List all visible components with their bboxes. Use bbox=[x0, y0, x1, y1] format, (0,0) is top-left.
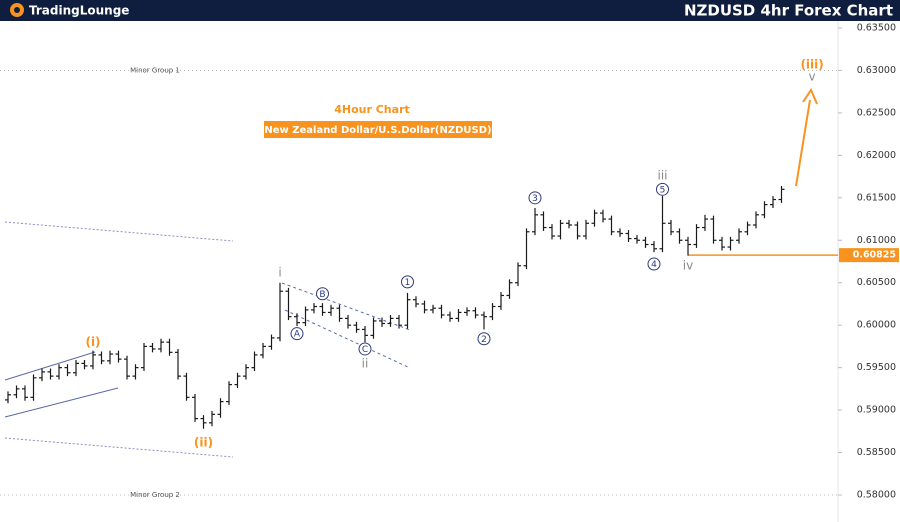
wave-label: v bbox=[809, 69, 816, 83]
wave-circle bbox=[358, 342, 372, 356]
wave-circle bbox=[656, 182, 669, 196]
header-bar bbox=[0, 0, 900, 21]
subtitle-box bbox=[264, 121, 492, 138]
page-title: NZDUSD 4hr Forex Chart bbox=[684, 2, 893, 20]
y-tick-label: 0.61500 bbox=[857, 192, 896, 203]
logo-icon-inner bbox=[14, 7, 20, 13]
wave-label: 2 bbox=[481, 335, 487, 345]
wave-label: (iii) bbox=[800, 58, 823, 72]
y-tick-label: 0.63500 bbox=[857, 23, 896, 34]
y-tick-label: 0.58000 bbox=[857, 489, 896, 500]
y-tick-label: 0.62500 bbox=[857, 107, 896, 118]
wave-label: (ii) bbox=[194, 435, 213, 449]
wave-circle bbox=[290, 327, 304, 341]
logo-text: TradingLounge bbox=[29, 4, 129, 18]
wave-label: A bbox=[294, 330, 301, 340]
wave-label: i bbox=[278, 266, 281, 280]
y-tick-label: 0.63000 bbox=[857, 65, 896, 76]
wave-label: (i) bbox=[85, 335, 100, 349]
wave-circle bbox=[528, 191, 542, 205]
wave-circle bbox=[477, 332, 491, 346]
wave-label: 5 bbox=[660, 185, 666, 195]
y-tick-label: 0.58500 bbox=[857, 447, 896, 458]
level-label: Minor Group 2 bbox=[130, 491, 180, 499]
wave-label: B bbox=[319, 290, 325, 300]
y-tick-label: 0.59000 bbox=[857, 405, 896, 416]
wave-label: 1 bbox=[405, 278, 411, 288]
projection-arrow bbox=[795, 99, 811, 187]
wave-label: 3 bbox=[532, 194, 538, 204]
wave-circle bbox=[647, 257, 661, 271]
y-tick-label: 0.62000 bbox=[857, 150, 896, 161]
chart-subtitle: New Zealand Dollar/U.S.Dollar(NZDUSD) bbox=[264, 125, 491, 136]
level-label: Minor Group 1 bbox=[130, 66, 180, 74]
wave-label: C bbox=[362, 345, 368, 355]
projection-arrow-head bbox=[802, 87, 818, 105]
chart-title: 4Hour Chart bbox=[334, 103, 410, 116]
current-price-label: 0.60825 bbox=[853, 250, 896, 261]
y-tick-label: 0.59500 bbox=[857, 362, 896, 373]
channel-line bbox=[4, 387, 119, 418]
channel-line bbox=[284, 309, 411, 369]
wave-circle bbox=[401, 275, 414, 289]
y-tick-label: 0.60500 bbox=[857, 277, 896, 288]
channel-line bbox=[4, 351, 96, 381]
wave-label: iii bbox=[657, 169, 667, 183]
wave-label: 4 bbox=[651, 260, 657, 270]
wave-label: iv bbox=[683, 259, 693, 273]
wave-label: ii bbox=[362, 356, 369, 370]
y-tick-label: 0.61000 bbox=[857, 235, 896, 246]
wave-circle bbox=[316, 287, 329, 301]
current-price-box bbox=[839, 248, 899, 263]
channel-line bbox=[281, 282, 411, 331]
y-tick-label: 0.60000 bbox=[857, 320, 896, 331]
